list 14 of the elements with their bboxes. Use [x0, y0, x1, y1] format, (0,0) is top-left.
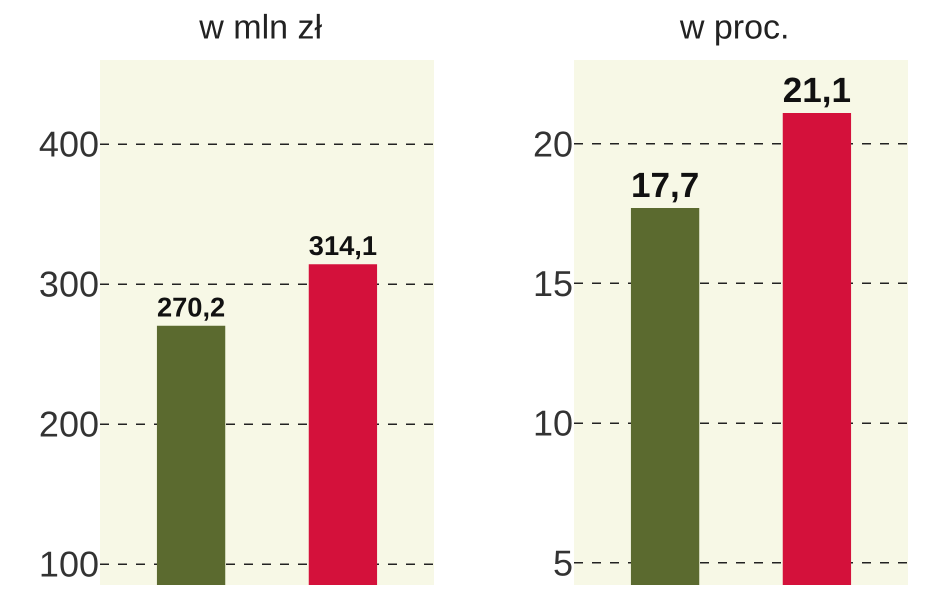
y-tick-label: 20: [532, 123, 573, 164]
chart-title: w mln zł: [198, 8, 323, 47]
y-tick-label: 400: [38, 124, 99, 165]
data-label: 17,7: [630, 166, 700, 206]
y-tick-label: 200: [38, 404, 99, 445]
data-label: 270,2: [156, 292, 226, 323]
y-tick-label: 15: [532, 263, 573, 304]
y-tick-label: 300: [38, 264, 99, 305]
chart-title: w proc.: [678, 8, 790, 47]
data-label: 21,1: [782, 71, 852, 110]
data-label: 314,1: [308, 230, 378, 262]
y-tick-label: 5: [552, 542, 573, 584]
y-tick-label: 10: [532, 402, 573, 444]
y-tick-label: 100: [38, 544, 99, 585]
